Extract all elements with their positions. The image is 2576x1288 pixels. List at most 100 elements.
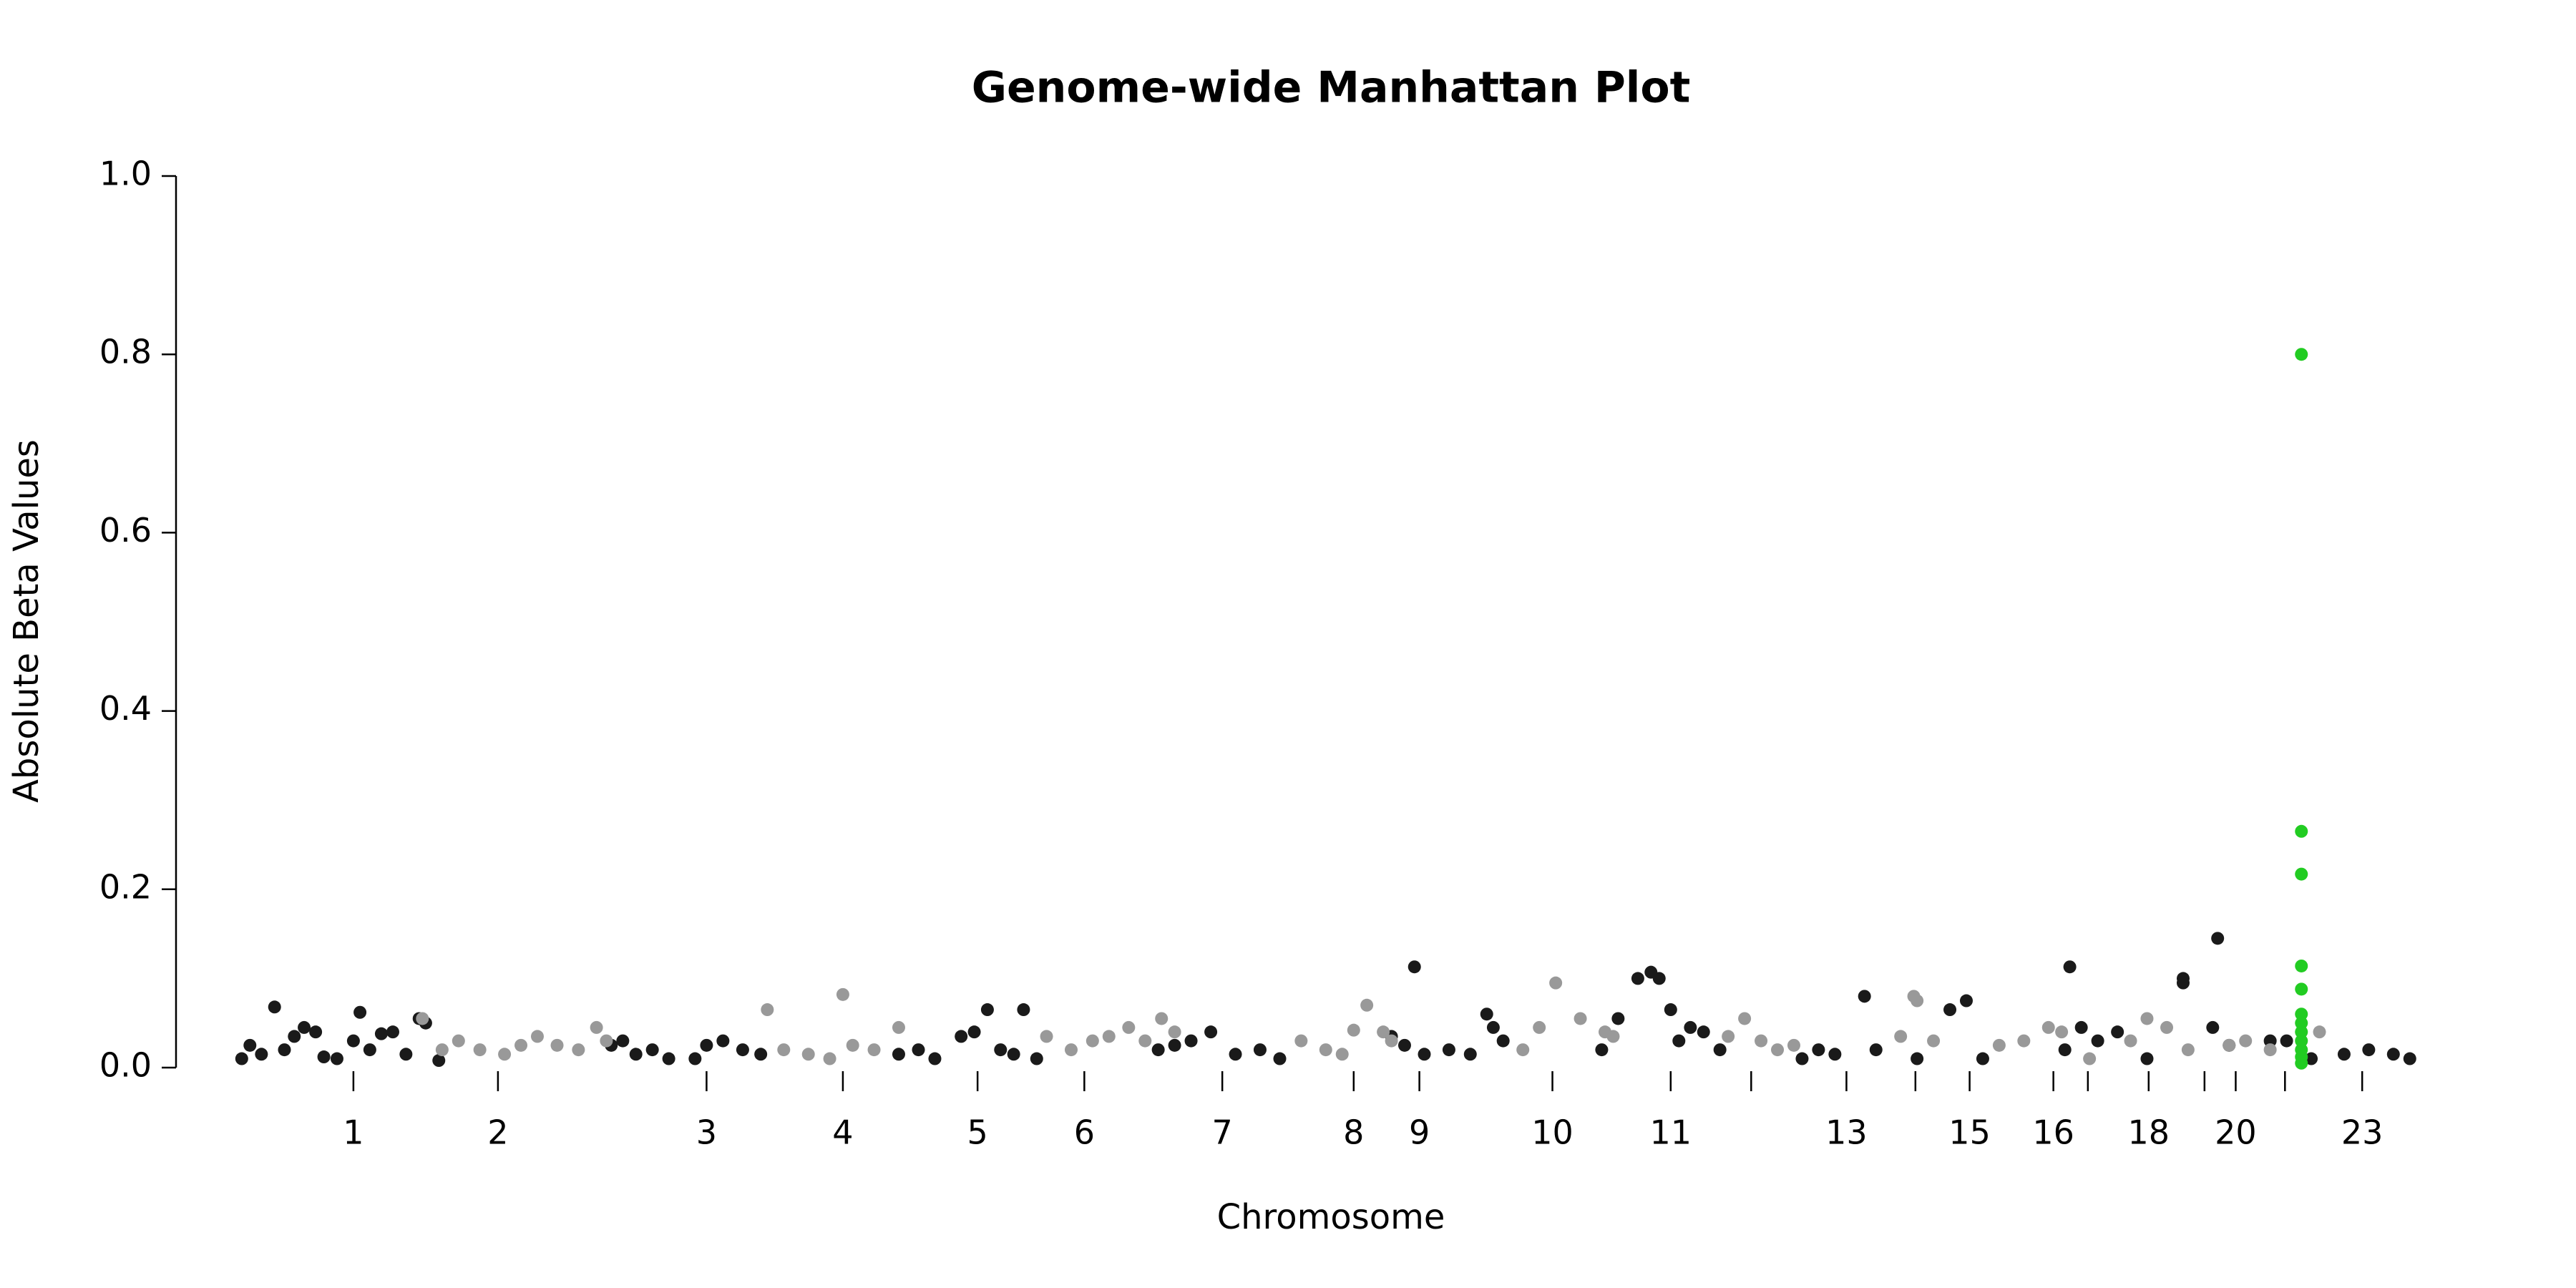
point [823, 1052, 836, 1065]
point [2176, 976, 2190, 990]
point [288, 1030, 301, 1043]
x-tick-label: 23 [2341, 1113, 2384, 1152]
y-tick-label: 1.0 [99, 155, 152, 193]
x-tick-label: 3 [696, 1113, 717, 1152]
point [1787, 1038, 1800, 1052]
point [2295, 959, 2308, 972]
point [2295, 1008, 2308, 1021]
point [1927, 1034, 1941, 1048]
point [399, 1048, 413, 1061]
point [1253, 1043, 1267, 1057]
point [1294, 1034, 1308, 1048]
x-tick-label: 4 [832, 1113, 853, 1152]
point [2181, 1043, 2195, 1057]
y-axis-label: Absolute Beta Values [6, 439, 47, 803]
point [2386, 1048, 2400, 1061]
point [1085, 1034, 1099, 1048]
x-axis-label: Chromosome [1217, 1197, 1445, 1237]
point [801, 1048, 815, 1061]
point [1407, 960, 1421, 974]
point [1064, 1043, 1078, 1057]
point [473, 1043, 487, 1057]
point [550, 1038, 564, 1052]
point [994, 1043, 1008, 1057]
point [2295, 348, 2308, 361]
point [2058, 1043, 2072, 1057]
point [298, 1020, 311, 1034]
x-tick-label: 11 [1650, 1113, 1692, 1152]
point [1418, 1048, 1431, 1061]
point [1533, 1020, 1546, 1034]
point [2140, 1012, 2154, 1025]
point [1168, 1038, 1181, 1052]
point [268, 1000, 281, 1014]
x-tick-label: 20 [2215, 1113, 2257, 1152]
point [1155, 1012, 1169, 1025]
point [2295, 1025, 2308, 1039]
point [1911, 994, 1924, 1008]
y-tick-label: 0.4 [99, 689, 152, 728]
x-tick-label: 8 [1343, 1113, 1364, 1152]
point [2140, 1052, 2154, 1065]
x-tick-label: 13 [1825, 1113, 1868, 1152]
point [616, 1034, 630, 1048]
point [2211, 932, 2225, 945]
point [1713, 1043, 1727, 1057]
point [2055, 1025, 2069, 1039]
point [2206, 1020, 2220, 1034]
point [1606, 1030, 1620, 1043]
point [1151, 1043, 1165, 1057]
point [1992, 1038, 2006, 1052]
point [928, 1052, 942, 1065]
point [1480, 1008, 1493, 1021]
point [1463, 1048, 1477, 1061]
point [1976, 1052, 1989, 1065]
point [736, 1043, 749, 1057]
point [1030, 1052, 1043, 1065]
point [955, 1030, 968, 1043]
point [346, 1034, 360, 1048]
point [1858, 990, 1871, 1003]
point [1486, 1020, 1500, 1034]
y-tick-label: 0.2 [99, 867, 152, 906]
point [2305, 1052, 2318, 1065]
point [662, 1052, 675, 1065]
point [1722, 1030, 1735, 1043]
point [2041, 1020, 2055, 1034]
point [2124, 1034, 2137, 1048]
point [278, 1043, 291, 1057]
y-tick-label: 0.8 [99, 333, 152, 371]
point [2263, 1043, 2277, 1057]
point [514, 1038, 528, 1052]
point [1347, 1023, 1360, 1037]
point [2091, 1034, 2104, 1048]
point [1122, 1020, 1136, 1034]
point [452, 1034, 465, 1048]
point [255, 1048, 268, 1061]
point [1138, 1034, 1152, 1048]
point [2295, 824, 2308, 838]
point [2295, 867, 2308, 881]
point [600, 1034, 613, 1048]
x-tick-label: 5 [967, 1113, 988, 1152]
point [2111, 1025, 2124, 1039]
point [1684, 1020, 1697, 1034]
x-tick-label: 7 [1212, 1113, 1233, 1152]
x-tick-label: 15 [1948, 1113, 1991, 1152]
point [1771, 1043, 1785, 1057]
point [1204, 1025, 1218, 1039]
x-tick-label: 16 [2032, 1113, 2074, 1152]
point [235, 1052, 248, 1065]
point [1595, 1043, 1609, 1057]
point [1397, 1038, 1411, 1052]
point [754, 1048, 768, 1061]
x-tick-label: 1 [343, 1113, 364, 1152]
point [2362, 1043, 2376, 1057]
point [1007, 1048, 1020, 1061]
point [645, 1043, 659, 1057]
point [912, 1043, 925, 1057]
point [761, 1003, 774, 1017]
point [1652, 972, 1666, 985]
point [1319, 1043, 1332, 1057]
point [629, 1048, 643, 1061]
